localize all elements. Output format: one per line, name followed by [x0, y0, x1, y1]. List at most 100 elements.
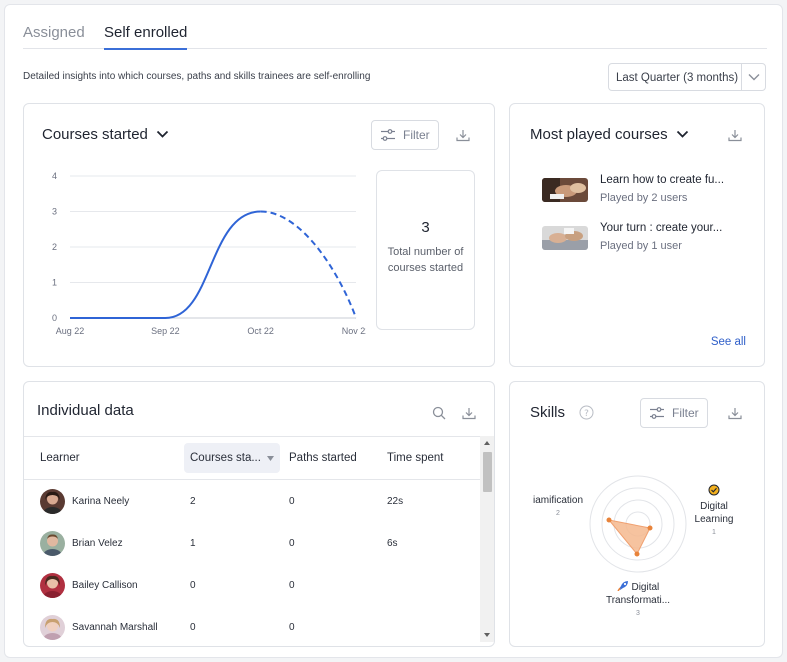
skill-name: iamification	[532, 495, 584, 506]
x-tick-label: Sep 22	[151, 326, 180, 336]
skills-title-text: Skills	[530, 404, 566, 421]
radar-ring	[601, 487, 675, 561]
skill-value: 2	[556, 510, 560, 517]
courses-started-value: 0	[190, 622, 196, 633]
table-row[interactable]: Brian Velez 1 0 6s	[24, 524, 480, 566]
table-header: Learner Courses sta... Paths started Tim…	[24, 436, 480, 480]
courses-line-chart: 0 1 2 3 4 Aug 22 Sep 22 Oct 22 Nov 22	[52, 171, 366, 336]
period-select[interactable]: Last Quarter (3 months)	[608, 63, 766, 91]
skill-label-digital-learning: Digital Learning 1	[688, 484, 740, 539]
table-row[interactable]: Bailey Callison 0 0	[24, 566, 480, 608]
course-list-item[interactable]: Your turn : create your... Played by 1 u…	[542, 222, 752, 258]
avatar	[40, 615, 65, 640]
courses-filter-button[interactable]: Filter	[371, 120, 439, 150]
radar-point	[606, 517, 612, 523]
see-all-link[interactable]: See all	[710, 336, 746, 348]
avatar	[40, 489, 65, 514]
course-thumbnail	[542, 226, 588, 250]
paths-started-value: 0	[289, 496, 295, 507]
award-icon	[708, 484, 720, 496]
scroll-up-icon[interactable]	[480, 438, 494, 448]
column-learner[interactable]: Learner	[40, 452, 80, 464]
download-icon[interactable]	[724, 124, 746, 146]
skill-name-line: Digital	[631, 582, 660, 593]
column-time-spent[interactable]: Time spent	[387, 452, 444, 464]
rocket-icon	[617, 581, 628, 592]
sort-desc-icon	[267, 456, 274, 461]
learner-name: Savannah Marshall	[72, 622, 158, 633]
skills-filter-button[interactable]: Filter	[640, 398, 708, 428]
y-tick-label: 2	[52, 242, 57, 252]
column-courses-started-label: Courses sta...	[190, 452, 261, 464]
skill-name-line: Transformati...	[605, 595, 671, 606]
skill-label-digital-transformation: Digital Transformati... 3	[598, 580, 678, 620]
most-played-title-text: Most played courses	[530, 126, 668, 143]
y-tick-label: 0	[52, 313, 57, 323]
column-paths-started[interactable]: Paths started	[289, 452, 357, 464]
x-tick-label: Oct 22	[247, 326, 274, 336]
x-tick-label: Nov 22	[342, 326, 366, 336]
courses-filter-label: Filter	[403, 128, 430, 142]
avatar	[40, 531, 65, 556]
paths-started-value: 0	[289, 580, 295, 591]
skills-radar-chart	[589, 475, 687, 573]
y-tick-label: 1	[52, 278, 57, 288]
radar-point	[634, 551, 640, 557]
skill-value: 3	[636, 610, 640, 617]
courses-started-title-text: Courses started	[42, 126, 148, 143]
avatar	[40, 573, 65, 598]
courses-started-title[interactable]: Courses started	[42, 126, 169, 143]
courses-started-value: 2	[190, 496, 196, 507]
total-courses-box: 3 Total number of courses started	[376, 170, 475, 330]
tab-bar: Assigned Self enrolled	[23, 23, 767, 50]
dashboard-frame: Assigned Self enrolled Detailed insights…	[4, 4, 783, 658]
table-scrollbar[interactable]	[480, 436, 494, 642]
search-icon[interactable]	[428, 402, 450, 424]
help-icon[interactable]: ?	[579, 405, 594, 420]
radar-ring	[589, 475, 687, 573]
tab-self-enrolled[interactable]: Self enrolled	[104, 23, 188, 50]
paths-started-value: 0	[289, 538, 295, 549]
chevron-down-icon[interactable]	[676, 130, 689, 139]
skill-value: 1	[712, 529, 716, 536]
y-tick-label: 3	[52, 207, 57, 217]
time-spent-value: 22s	[387, 496, 404, 507]
series-line	[70, 210, 261, 319]
table-row[interactable]: Karina Neely 2 0 22s	[24, 482, 480, 524]
tab-assigned[interactable]: Assigned	[23, 24, 85, 41]
time-spent-value: 6s	[387, 538, 398, 549]
skills-title: Skills ?	[530, 404, 594, 421]
download-icon[interactable]	[452, 124, 474, 146]
most-played-card: Most played courses Learn how to create …	[509, 103, 765, 367]
sliders-icon	[381, 129, 395, 141]
column-courses-started[interactable]: Courses sta...	[184, 443, 280, 473]
page-description: Detailed insights into which courses, pa…	[23, 71, 371, 82]
course-list-item[interactable]: Learn how to create fu... Played by 2 us…	[542, 174, 752, 210]
radar-point	[647, 525, 653, 531]
sliders-icon	[650, 407, 664, 419]
download-icon[interactable]	[458, 402, 480, 424]
skill-name-line: Learning	[694, 514, 734, 525]
course-plays: Played by 2 users	[600, 192, 688, 204]
courses-started-card: Courses started Filter 0 1 2 3 4 Aug 22 Sep 22…	[23, 103, 495, 367]
x-tick-label: Aug 22	[56, 326, 85, 336]
chevron-down-icon[interactable]	[741, 64, 765, 90]
chevron-down-icon[interactable]	[156, 130, 169, 139]
courses-started-value: 1	[190, 538, 196, 549]
course-thumbnail	[542, 178, 588, 202]
individual-data-title: Individual data	[37, 402, 134, 419]
svg-text:?: ?	[584, 409, 589, 419]
learner-name: Karina Neely	[72, 496, 130, 507]
period-value: Last Quarter (3 months)	[616, 72, 739, 84]
download-icon[interactable]	[724, 402, 746, 424]
skill-name-line: Digital	[700, 501, 728, 512]
scroll-thumb[interactable]	[483, 452, 492, 492]
course-title: Learn how to create fu...	[600, 174, 725, 186]
table-row[interactable]: Savannah Marshall 0 0	[24, 608, 480, 646]
skill-label-gamification: iamification 2	[528, 494, 588, 520]
most-played-title[interactable]: Most played courses	[530, 126, 689, 143]
individual-data-card: Individual data Learner Courses sta... P…	[23, 381, 495, 647]
projected-line	[260, 210, 357, 319]
course-plays: Played by 1 user	[600, 240, 682, 252]
scroll-down-icon[interactable]	[480, 630, 494, 640]
